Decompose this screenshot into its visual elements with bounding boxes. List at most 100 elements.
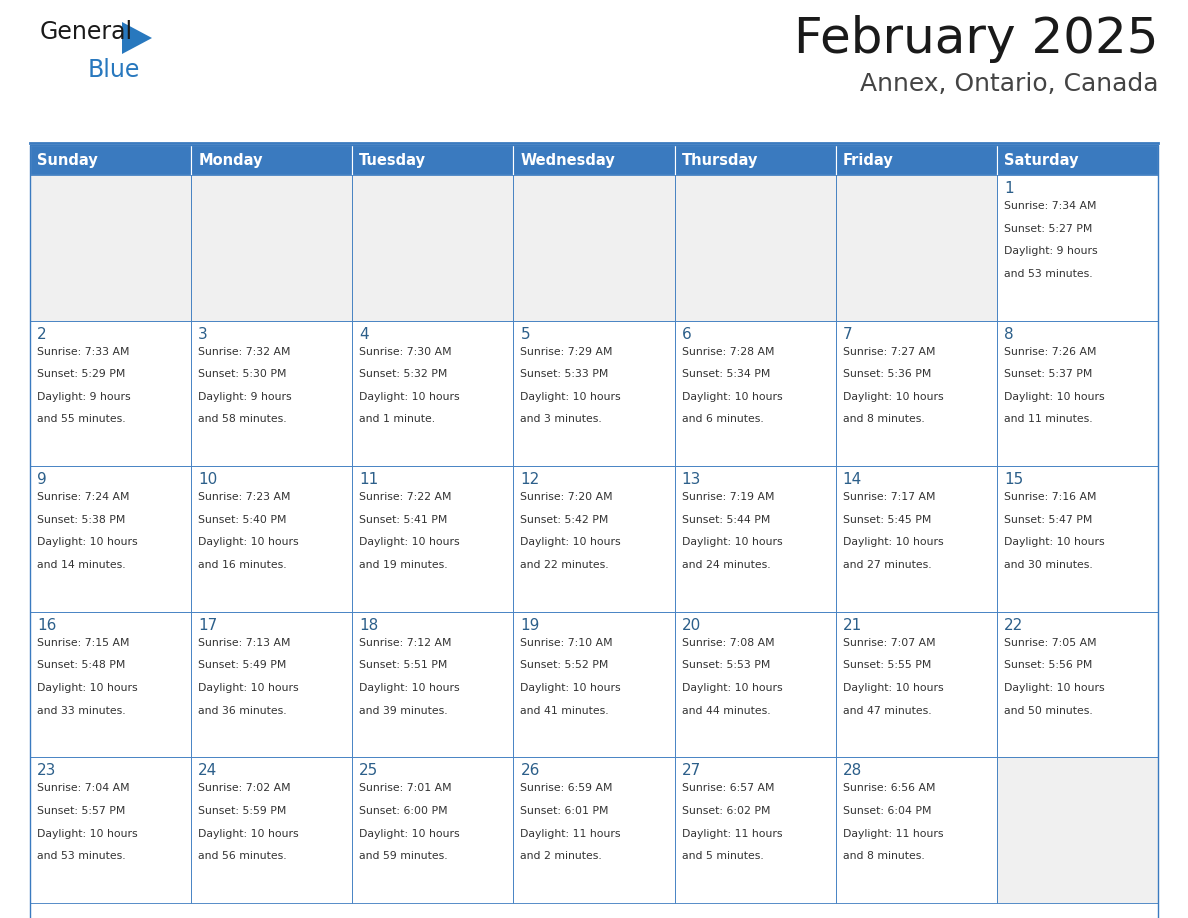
- Text: Sunset: 5:42 PM: Sunset: 5:42 PM: [520, 515, 608, 525]
- Bar: [513, 757, 675, 903]
- Bar: [675, 757, 835, 903]
- Text: Annex, Ontario, Canada: Annex, Ontario, Canada: [859, 72, 1158, 96]
- Text: Sunrise: 7:20 AM: Sunrise: 7:20 AM: [520, 492, 613, 502]
- Text: Sunrise: 7:26 AM: Sunrise: 7:26 AM: [1004, 347, 1097, 356]
- Text: Sunrise: 7:02 AM: Sunrise: 7:02 AM: [198, 783, 291, 793]
- Text: Daylight: 10 hours: Daylight: 10 hours: [37, 537, 138, 547]
- Text: Daylight: 10 hours: Daylight: 10 hours: [682, 537, 782, 547]
- Text: 15: 15: [1004, 472, 1023, 487]
- Text: and 2 minutes.: and 2 minutes.: [520, 851, 602, 861]
- Text: Sunset: 6:00 PM: Sunset: 6:00 PM: [359, 806, 448, 816]
- Text: Sunrise: 7:22 AM: Sunrise: 7:22 AM: [359, 492, 451, 502]
- Text: and 33 minutes.: and 33 minutes.: [37, 706, 126, 715]
- Text: 16: 16: [37, 618, 56, 633]
- Text: 14: 14: [842, 472, 862, 487]
- Text: 12: 12: [520, 472, 539, 487]
- Text: 23: 23: [37, 764, 56, 778]
- Bar: [997, 175, 1158, 320]
- Bar: [997, 611, 1158, 757]
- Text: 17: 17: [198, 618, 217, 633]
- Text: Sunrise: 7:05 AM: Sunrise: 7:05 AM: [1004, 638, 1097, 648]
- Text: 6: 6: [682, 327, 691, 341]
- Text: and 22 minutes.: and 22 minutes.: [520, 560, 609, 570]
- Text: Daylight: 10 hours: Daylight: 10 hours: [842, 392, 943, 402]
- Text: 28: 28: [842, 764, 862, 778]
- Text: Sunset: 5:47 PM: Sunset: 5:47 PM: [1004, 515, 1092, 525]
- Text: Sunset: 5:49 PM: Sunset: 5:49 PM: [198, 660, 286, 670]
- Text: Tuesday: Tuesday: [359, 152, 426, 167]
- Text: Sunset: 5:56 PM: Sunset: 5:56 PM: [1004, 660, 1092, 670]
- Text: Sunrise: 6:59 AM: Sunrise: 6:59 AM: [520, 783, 613, 793]
- Text: Sunrise: 7:32 AM: Sunrise: 7:32 AM: [198, 347, 291, 356]
- Text: Daylight: 10 hours: Daylight: 10 hours: [198, 683, 298, 693]
- Bar: [675, 611, 835, 757]
- Text: and 39 minutes.: and 39 minutes.: [359, 706, 448, 715]
- Text: 9: 9: [37, 472, 46, 487]
- Text: 26: 26: [520, 764, 539, 778]
- Text: and 47 minutes.: and 47 minutes.: [842, 706, 931, 715]
- Bar: [835, 757, 997, 903]
- Text: 11: 11: [359, 472, 379, 487]
- Text: 18: 18: [359, 618, 379, 633]
- Text: Daylight: 10 hours: Daylight: 10 hours: [37, 829, 138, 838]
- Text: and 50 minutes.: and 50 minutes.: [1004, 706, 1093, 715]
- Bar: [675, 175, 835, 320]
- Text: 19: 19: [520, 618, 539, 633]
- Text: Daylight: 9 hours: Daylight: 9 hours: [1004, 246, 1098, 256]
- Text: and 11 minutes.: and 11 minutes.: [1004, 414, 1093, 424]
- Text: and 6 minutes.: and 6 minutes.: [682, 414, 764, 424]
- Text: and 3 minutes.: and 3 minutes.: [520, 414, 602, 424]
- Bar: [353, 175, 513, 320]
- Text: Sunset: 5:32 PM: Sunset: 5:32 PM: [359, 369, 448, 379]
- Text: Daylight: 10 hours: Daylight: 10 hours: [198, 829, 298, 838]
- Text: Sunset: 5:30 PM: Sunset: 5:30 PM: [198, 369, 286, 379]
- Text: Daylight: 10 hours: Daylight: 10 hours: [520, 392, 621, 402]
- Bar: [675, 145, 835, 175]
- Text: and 8 minutes.: and 8 minutes.: [842, 414, 924, 424]
- Text: Sunrise: 7:04 AM: Sunrise: 7:04 AM: [37, 783, 129, 793]
- Text: Sunset: 5:51 PM: Sunset: 5:51 PM: [359, 660, 448, 670]
- Text: Sunset: 5:44 PM: Sunset: 5:44 PM: [682, 515, 770, 525]
- Text: Sunrise: 7:07 AM: Sunrise: 7:07 AM: [842, 638, 935, 648]
- Bar: [997, 320, 1158, 466]
- Text: Monday: Monday: [198, 152, 263, 167]
- Text: and 1 minute.: and 1 minute.: [359, 414, 436, 424]
- Text: Daylight: 10 hours: Daylight: 10 hours: [1004, 683, 1105, 693]
- Bar: [191, 175, 353, 320]
- Bar: [675, 466, 835, 611]
- Text: 4: 4: [359, 327, 369, 341]
- Text: Sunset: 5:52 PM: Sunset: 5:52 PM: [520, 660, 608, 670]
- Bar: [835, 466, 997, 611]
- Text: Daylight: 10 hours: Daylight: 10 hours: [842, 537, 943, 547]
- Text: Daylight: 10 hours: Daylight: 10 hours: [37, 683, 138, 693]
- Text: Wednesday: Wednesday: [520, 152, 615, 167]
- Text: Sunset: 5:59 PM: Sunset: 5:59 PM: [198, 806, 286, 816]
- Text: Sunrise: 6:57 AM: Sunrise: 6:57 AM: [682, 783, 775, 793]
- Text: Daylight: 10 hours: Daylight: 10 hours: [359, 829, 460, 838]
- Text: Daylight: 11 hours: Daylight: 11 hours: [842, 829, 943, 838]
- Text: Sunset: 5:38 PM: Sunset: 5:38 PM: [37, 515, 126, 525]
- Bar: [835, 175, 997, 320]
- Text: Sunset: 6:04 PM: Sunset: 6:04 PM: [842, 806, 931, 816]
- Bar: [30, 175, 191, 320]
- Bar: [835, 145, 997, 175]
- Text: Sunrise: 7:23 AM: Sunrise: 7:23 AM: [198, 492, 291, 502]
- Text: Daylight: 10 hours: Daylight: 10 hours: [1004, 537, 1105, 547]
- Text: Sunrise: 7:13 AM: Sunrise: 7:13 AM: [198, 638, 291, 648]
- Text: Saturday: Saturday: [1004, 152, 1079, 167]
- Text: Sunrise: 7:17 AM: Sunrise: 7:17 AM: [842, 492, 935, 502]
- Text: Sunrise: 6:56 AM: Sunrise: 6:56 AM: [842, 783, 935, 793]
- Text: and 19 minutes.: and 19 minutes.: [359, 560, 448, 570]
- Bar: [30, 145, 191, 175]
- Text: Sunset: 5:27 PM: Sunset: 5:27 PM: [1004, 224, 1092, 233]
- Bar: [997, 757, 1158, 903]
- Text: General: General: [40, 20, 133, 44]
- Bar: [353, 611, 513, 757]
- Text: Sunset: 5:53 PM: Sunset: 5:53 PM: [682, 660, 770, 670]
- Bar: [513, 145, 675, 175]
- Bar: [30, 145, 1158, 918]
- Bar: [513, 175, 675, 320]
- Text: Daylight: 10 hours: Daylight: 10 hours: [359, 392, 460, 402]
- Bar: [353, 320, 513, 466]
- Text: Sunrise: 7:19 AM: Sunrise: 7:19 AM: [682, 492, 775, 502]
